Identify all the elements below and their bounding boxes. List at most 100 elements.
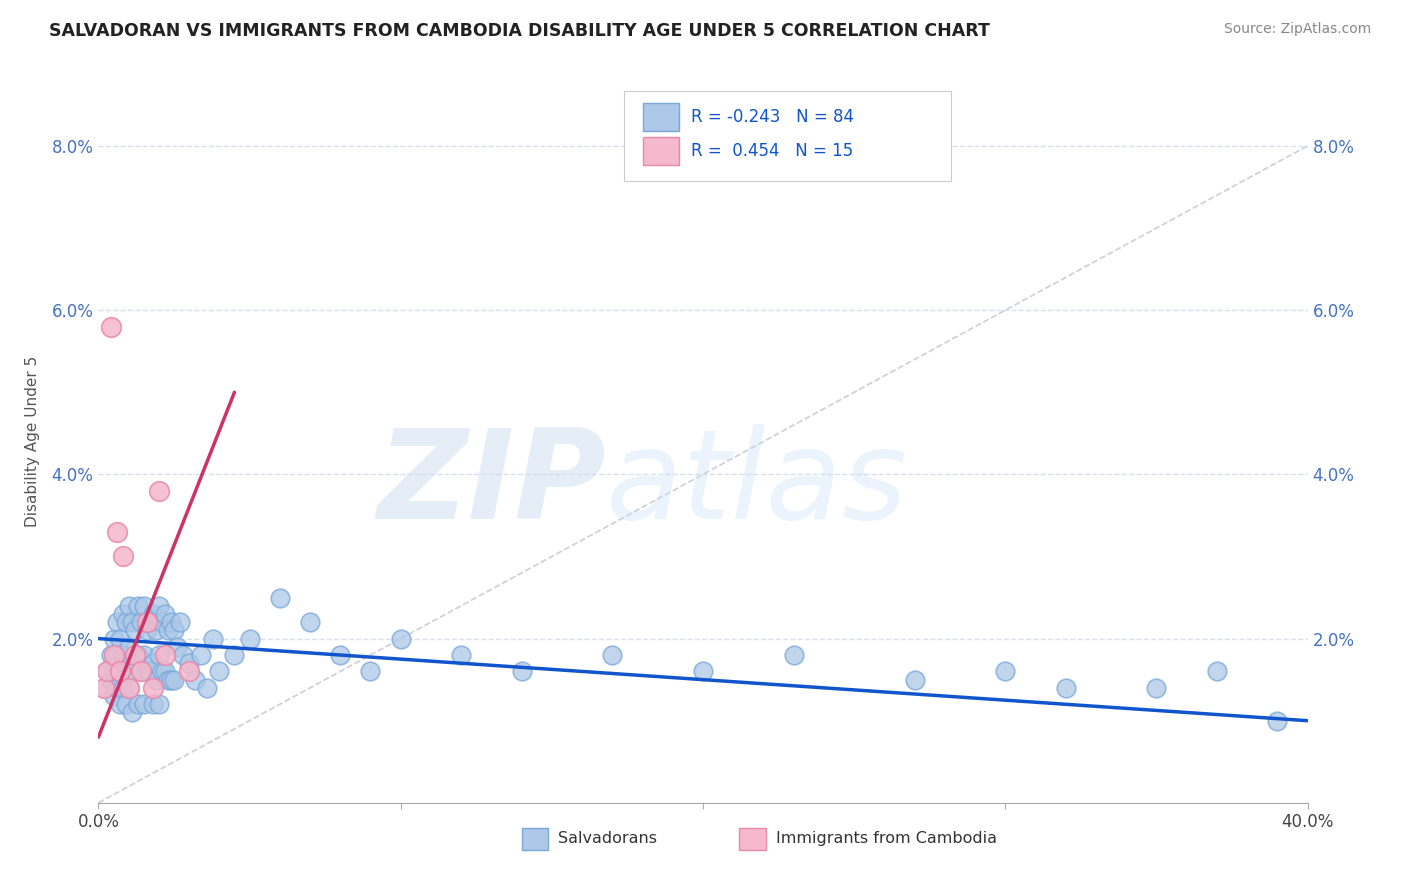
Point [783,648,806,662]
Point [904,673,927,687]
Point [127,648,149,662]
Point [93,681,115,695]
Point [156,673,179,687]
Point [111,549,134,564]
Text: Source: ZipAtlas.com: Source: ZipAtlas.com [1223,22,1371,37]
Point [1206,665,1229,679]
Point [100,319,122,334]
Point [1144,681,1167,695]
Point [111,607,134,621]
Point [124,665,146,679]
Point [163,673,186,687]
Point [510,665,533,679]
Text: R =  0.454   N = 15: R = 0.454 N = 15 [690,142,853,160]
Point [160,673,183,687]
Point [118,640,141,654]
Point [148,483,170,498]
Point [111,648,134,662]
Point [1054,681,1077,695]
Point [103,665,125,679]
Point [299,615,322,630]
Point [150,665,173,679]
Point [172,648,194,662]
Point [129,665,152,679]
Point [105,648,128,662]
Point [127,599,149,613]
Point [121,657,143,671]
Point [145,673,167,687]
Point [163,624,186,638]
Point [169,615,191,630]
Point [142,698,165,712]
Point [108,698,131,712]
Point [202,632,225,646]
Point [450,648,472,662]
Point [139,665,162,679]
Point [142,657,165,671]
Point [153,648,176,662]
Point [148,599,170,613]
Point [269,591,291,605]
Point [179,657,201,671]
Point [108,632,131,646]
Point [160,615,183,630]
Point [96,665,118,679]
FancyBboxPatch shape [624,91,950,181]
Point [389,632,412,646]
Point [114,657,136,671]
FancyBboxPatch shape [643,137,679,165]
Y-axis label: Disability Age Under 5: Disability Age Under 5 [25,356,41,527]
Point [329,648,352,662]
Point [100,673,122,687]
Point [103,689,125,703]
FancyBboxPatch shape [522,828,548,850]
Point [179,665,201,679]
Point [994,665,1017,679]
Point [153,665,176,679]
Point [103,648,125,662]
Point [132,648,155,662]
Point [239,632,262,646]
Point [132,599,155,613]
Point [105,615,128,630]
Point [145,624,167,638]
Point [150,615,173,630]
Point [93,681,115,695]
Point [153,607,176,621]
Point [111,681,134,695]
Point [118,681,141,695]
Point [114,615,136,630]
Point [602,648,624,662]
Point [135,665,157,679]
Point [114,698,136,712]
FancyBboxPatch shape [740,828,766,850]
Point [224,648,246,662]
Text: Immigrants from Cambodia: Immigrants from Cambodia [776,831,997,847]
Point [692,665,714,679]
Point [135,624,157,638]
Point [118,599,141,613]
Point [132,698,155,712]
Point [135,615,157,630]
Point [121,706,143,720]
Point [166,640,188,654]
Point [121,615,143,630]
Point [118,681,141,695]
Point [96,665,118,679]
Point [124,624,146,638]
Point [142,607,165,621]
FancyBboxPatch shape [643,103,679,131]
Point [139,615,162,630]
Point [360,665,382,679]
Point [127,698,149,712]
Point [108,665,131,679]
Text: atlas: atlas [606,425,908,545]
Point [195,681,218,695]
Point [208,665,231,679]
Point [129,665,152,679]
Point [148,698,170,712]
Point [124,648,146,662]
Point [148,648,170,662]
Text: ZIP: ZIP [378,425,606,545]
Text: Salvadorans: Salvadorans [558,831,657,847]
